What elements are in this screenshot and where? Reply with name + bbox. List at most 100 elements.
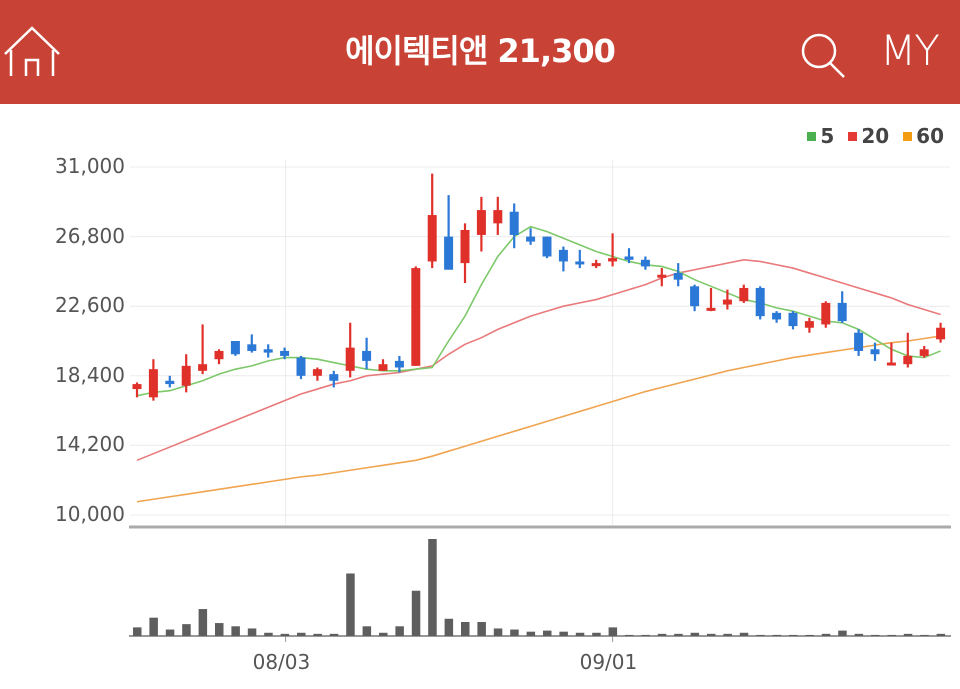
volume-bar bbox=[313, 633, 322, 636]
candle bbox=[591, 263, 601, 267]
candle bbox=[394, 360, 404, 368]
moving-average-line bbox=[136, 335, 941, 503]
search-icon bbox=[801, 33, 845, 78]
volume-bar bbox=[592, 632, 601, 636]
candle bbox=[919, 349, 929, 356]
volume-bar bbox=[920, 634, 929, 636]
candle bbox=[870, 349, 880, 355]
candle bbox=[214, 350, 224, 360]
volume-bar bbox=[739, 632, 749, 636]
candle bbox=[263, 349, 273, 353]
legend-swatch bbox=[807, 131, 817, 141]
volume-bar bbox=[707, 633, 716, 636]
candle bbox=[493, 210, 503, 224]
volume-bar bbox=[641, 634, 650, 636]
y-tick-label: 22,600 bbox=[55, 293, 125, 318]
candle bbox=[755, 287, 765, 317]
volume-bar bbox=[625, 634, 634, 636]
volume-bar bbox=[559, 631, 568, 636]
candle bbox=[411, 268, 421, 366]
volume-bar bbox=[461, 621, 470, 636]
page-title: 에이텍티앤 21,300 bbox=[345, 32, 616, 70]
candle bbox=[558, 249, 568, 262]
volume-bar bbox=[428, 539, 437, 636]
volume-bar bbox=[362, 626, 372, 636]
candle bbox=[821, 302, 831, 325]
volume-bar bbox=[723, 633, 732, 636]
candle bbox=[362, 350, 372, 361]
candle bbox=[312, 369, 322, 376]
volume-bar bbox=[789, 634, 798, 636]
chart-legend: 5 20 60 bbox=[807, 124, 944, 148]
volume-bar bbox=[871, 634, 880, 636]
home-button[interactable] bbox=[2, 24, 62, 80]
candle bbox=[542, 236, 552, 257]
y-tick-label: 10,000 bbox=[55, 502, 125, 526]
volume-bar bbox=[543, 630, 552, 636]
candle bbox=[526, 236, 536, 242]
candle bbox=[657, 274, 667, 278]
candle bbox=[165, 380, 175, 385]
moving-average-line bbox=[136, 225, 941, 397]
volume-bar bbox=[510, 629, 519, 636]
candle bbox=[132, 384, 142, 390]
candle bbox=[804, 321, 814, 328]
y-tick-label: 18,400 bbox=[55, 362, 125, 387]
candle bbox=[181, 365, 191, 386]
candle bbox=[673, 273, 683, 280]
volume-bar bbox=[264, 632, 273, 636]
volume-bar bbox=[182, 624, 191, 636]
candle bbox=[690, 286, 700, 307]
volume-bar bbox=[477, 621, 486, 636]
volume-bar bbox=[887, 634, 896, 636]
volume-bar bbox=[411, 590, 421, 636]
x-tick-label: 09/01 bbox=[579, 650, 638, 674]
legend-label: 5 bbox=[820, 124, 835, 148]
candle bbox=[706, 307, 716, 311]
candle bbox=[230, 341, 240, 355]
home-icon bbox=[4, 26, 60, 76]
volume-bar bbox=[198, 609, 208, 636]
candle bbox=[345, 347, 355, 371]
candle bbox=[148, 369, 158, 398]
volume-bar bbox=[821, 633, 831, 636]
search-button[interactable] bbox=[798, 30, 848, 80]
legend-swatch bbox=[848, 131, 858, 141]
x-tick-label: 08/03 bbox=[252, 650, 311, 674]
volume-bar bbox=[854, 633, 864, 636]
y-tick-label: 14,200 bbox=[55, 432, 125, 457]
volume-bar bbox=[444, 618, 454, 636]
volume-bar bbox=[838, 630, 847, 636]
candle bbox=[886, 362, 896, 366]
legend-item-ma5: 5 bbox=[807, 124, 834, 148]
candle bbox=[640, 259, 650, 267]
candle bbox=[854, 332, 864, 351]
candle bbox=[575, 261, 585, 265]
volume-bar bbox=[346, 573, 355, 636]
candle bbox=[198, 364, 208, 371]
candle bbox=[427, 215, 437, 262]
volume-bar bbox=[297, 632, 306, 636]
candle bbox=[460, 229, 470, 264]
candle bbox=[608, 258, 618, 262]
legend-swatch bbox=[903, 131, 913, 141]
volume-bar bbox=[805, 634, 814, 636]
volume-bar bbox=[329, 633, 339, 636]
candle bbox=[772, 312, 782, 320]
my-button[interactable]: MY bbox=[880, 26, 940, 75]
volume-bar bbox=[149, 617, 158, 636]
volume-bar bbox=[247, 628, 257, 636]
candle bbox=[329, 374, 339, 381]
candle bbox=[247, 344, 257, 351]
volume-bar bbox=[690, 632, 700, 636]
volume-bar bbox=[133, 627, 142, 636]
candle bbox=[378, 364, 388, 371]
candle bbox=[444, 236, 454, 270]
volume-bar bbox=[395, 626, 404, 636]
candle bbox=[936, 327, 946, 340]
legend-item-ma60: 60 bbox=[903, 124, 944, 148]
volume-bar bbox=[379, 632, 388, 636]
candle bbox=[624, 256, 634, 260]
legend-label: 60 bbox=[916, 124, 944, 148]
candle bbox=[296, 357, 306, 376]
